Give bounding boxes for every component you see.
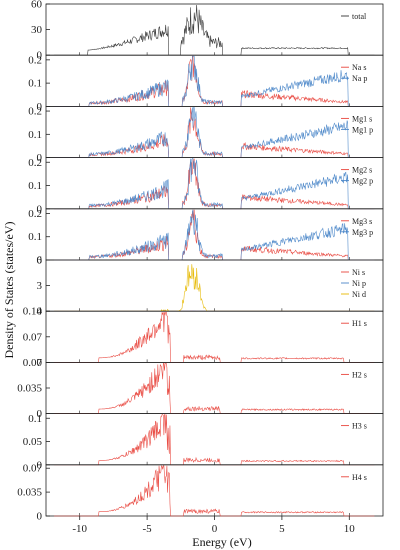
panel-frame [45,310,384,363]
legend-label: Mg2 s [352,166,372,175]
y-tick-label: 0.07 [23,357,43,369]
x-axis-label: Energy (eV) [192,535,251,549]
y-tick-label: 0 [37,408,43,420]
dos-series-mg2-s [54,158,375,210]
x-tick-label: 5 [279,523,285,535]
y-tick-label: 0 [37,459,43,471]
legend-label: Na s [352,63,366,72]
dos-series-h4-s [54,465,375,517]
y-tick-label: 0.14 [23,306,43,318]
y-tick-label: 0 [37,511,43,523]
panel-total: 60 30 0 total [31,0,384,62]
legend-label: H2 s [352,370,367,379]
panel-frame [45,464,384,517]
legend-label: Mg2 p [352,177,373,186]
y-tick-label: 0.035 [17,487,42,499]
legend-label: Ni d [352,290,366,299]
dos-series-total [54,4,375,56]
panel-h3: 0.1 0.05 0 H3 s [23,413,384,471]
y-tick-label: 6 [37,255,43,267]
dos-series-mg1-s [54,107,375,158]
y-tick-label: 0.1 [28,231,42,243]
y-tick-label: 0.1 [28,180,42,192]
panel-mg1: 0.2 0.1 0 Mg1 s Mg1 p [28,106,384,164]
panel-frame [45,259,384,312]
y-tick-label: 0 [37,306,43,318]
y-tick-label: 0 [37,203,43,215]
y-tick-label: 0.2 [28,54,42,66]
y-tick-label: 0.07 [23,463,43,475]
legend-label: H3 s [352,422,367,431]
dos-series-h3-s [54,414,375,466]
legend-label: total [352,12,367,21]
y-tick-label: 0 [37,101,43,113]
dos-series-h2-s [54,363,375,414]
panel-mg2: 0.2 0.1 0 Mg2 s Mg2 p [28,157,384,215]
y-tick-label: 0.1 [28,78,42,90]
y-axis-label: Density of States (states/eV) [2,222,16,359]
y-tick-label: 0.05 [23,436,43,448]
panel-frame [45,361,384,414]
x-axis: -10 -5 0 5 10 [72,516,355,535]
panel-frame [45,3,384,56]
y-tick-label: 0 [37,255,43,267]
dos-series-mg1-p [54,107,375,158]
dos-series-h1-s [54,311,375,363]
panel-na: 0.2 0.1 0 Na s Na p [28,54,384,113]
dos-series-mg3-p [54,209,375,261]
panel-frame [45,413,384,466]
y-tick-label: 0 [37,50,43,62]
y-tick-label: 30 [31,24,43,36]
y-tick-label: 60 [31,0,43,11]
y-tick-label: 0.2 [28,106,42,118]
legend-label: Ni s [352,268,365,277]
y-tick-label: 3 [37,280,43,292]
y-tick-label: 0.035 [17,383,42,395]
panel-mg3: 0.2 0.1 0 Mg3 s Mg3 p [28,208,384,267]
dos-series-ni-d [54,264,375,312]
legend-label: Mg3 p [352,228,373,237]
legend-label: Mg1 p [352,125,373,134]
x-tick-label: 10 [344,523,356,535]
x-tick-label: -5 [143,523,153,535]
y-tick-label: 0.1 [28,413,42,425]
panel-frame [45,208,384,261]
y-tick-label: 0 [37,357,43,369]
legend-label: H4 s [352,473,367,482]
dos-series-na-p [54,55,375,107]
legend-label: H1 s [352,319,367,328]
panel-h4: 0.07 0.035 0 H4 s [17,463,384,523]
panel-h2: 0.07 0.035 0 H2 s [17,357,384,420]
y-tick-label: 0 [37,152,43,164]
legend-label: Na p [352,74,367,83]
legend-label: Mg3 s [352,217,372,226]
legend-label: Mg1 s [352,114,372,123]
legend-label: Ni p [352,279,366,288]
y-tick-label: 0.1 [28,129,42,141]
y-tick-label: 0.2 [28,157,42,169]
dos-series-mg2-p [54,158,375,210]
x-tick-label: 0 [212,523,218,535]
dos-series-na-s [54,55,375,107]
y-tick-label: 0.2 [28,208,42,220]
panel-frame [45,106,384,159]
x-tick-label: -10 [72,523,87,535]
panel-ni: 6 3 0 Ni s Ni p Ni d [37,255,384,318]
y-tick-label: 0.07 [23,331,43,343]
